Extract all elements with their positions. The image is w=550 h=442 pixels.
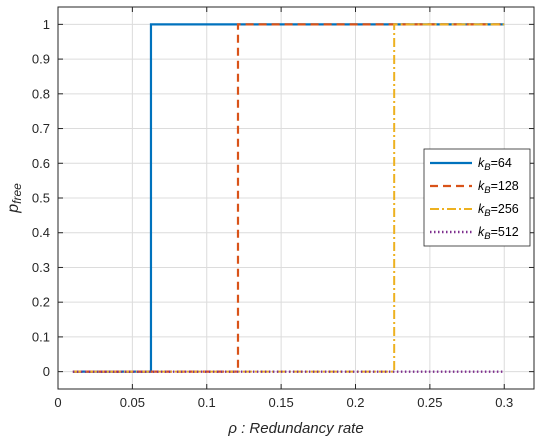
y-tick-label: 0.7: [32, 121, 50, 136]
x-tick-label: 0.05: [120, 395, 145, 410]
series-line-2: [72, 23, 505, 373]
legend-label-base: k: [478, 179, 485, 193]
legend-label-value: =512: [491, 225, 519, 239]
legend-label-2: kB=128: [478, 179, 519, 196]
legend-label-value: =256: [491, 202, 519, 216]
series-layer: [72, 23, 505, 373]
legend-label-subscript: B: [484, 231, 491, 242]
legend-label-base: k: [478, 156, 485, 170]
y-tick-label: 0.3: [32, 260, 50, 275]
legend-label-value: =128: [491, 179, 519, 193]
y-tick-label: 1: [43, 17, 50, 32]
tick-labels: 0 0.05 0.1 0.15 0.2 0.25 0.3 0 0.1 0.2 0.3 0.4 0.5 0.…: [32, 17, 513, 410]
y-tick-label: 0.1: [32, 329, 50, 344]
x-axis-symbol: ρ: [227, 420, 237, 437]
legend-label-subscript: B: [484, 162, 491, 173]
y-tick-label: 0.2: [32, 295, 50, 310]
legend-label-base: k: [478, 202, 485, 216]
x-axis-label: ρ : Redundancy rate: [227, 420, 363, 437]
x-tick-label: 0.15: [268, 395, 293, 410]
legend-label-4: kB=512: [478, 225, 519, 242]
y-axis-label: pfree: [5, 183, 24, 214]
legend-box: [423, 148, 531, 247]
legend-label-subscript: B: [484, 185, 491, 196]
legend-label-subscript: B: [484, 208, 491, 219]
y-axis-base: p: [5, 204, 22, 214]
y-tick-label: 0.6: [32, 156, 50, 171]
y-tick-label: 0.8: [32, 86, 50, 101]
legend-label-base: k: [478, 225, 485, 239]
x-tick-label: 0.2: [346, 395, 364, 410]
x-axis-text: : Redundancy rate: [237, 420, 364, 437]
x-tick-label: 0.25: [417, 395, 442, 410]
x-tick-label: 0: [54, 395, 61, 410]
legend-label-3: kB=256: [478, 202, 519, 219]
legend-label-value: =64: [491, 156, 512, 170]
y-tick-label: 0.9: [32, 52, 50, 67]
y-tick-label: 0: [43, 364, 50, 379]
legend-label-1: kB=64: [478, 156, 512, 173]
y-tick-label: 0.5: [32, 191, 50, 206]
y-axis-subscript: free: [10, 183, 24, 204]
x-tick-label: 0.3: [495, 395, 513, 410]
x-tick-label: 0.1: [198, 395, 216, 410]
y-tick-label: 0.4: [32, 225, 50, 240]
